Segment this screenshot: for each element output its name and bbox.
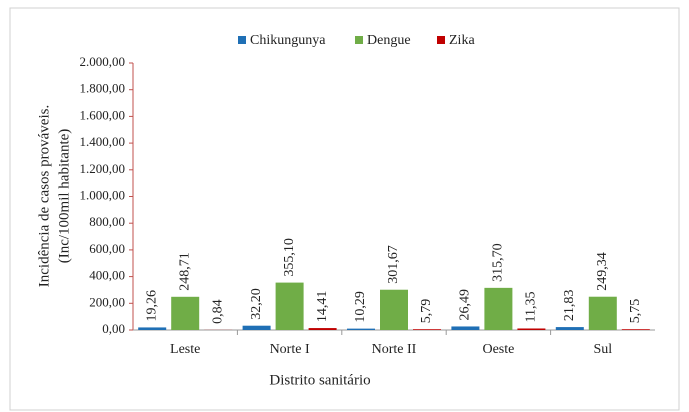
chart-frame bbox=[9, 7, 680, 411]
bar bbox=[413, 329, 441, 330]
y-tick-label: 200,00 bbox=[89, 294, 125, 309]
bar bbox=[242, 325, 271, 330]
y-axis-title: Incidência de casos prováveis. (Inc/100m… bbox=[36, 105, 72, 287]
y-axis-title-line: Incidência de casos prováveis. bbox=[36, 105, 52, 287]
y-axis-title-line: (Inc/100mil habitante) bbox=[56, 129, 72, 264]
bar bbox=[484, 287, 513, 330]
x-tick-label: Sul bbox=[593, 342, 612, 357]
value-label: 19,26 bbox=[144, 290, 159, 322]
value-label: 5,79 bbox=[419, 299, 434, 324]
y-tick-label: 0,00 bbox=[102, 321, 125, 336]
y-tick-label: 1.000,00 bbox=[80, 187, 126, 202]
value-label: 11,35 bbox=[524, 292, 539, 323]
legend-label: Chikungunya bbox=[250, 33, 326, 48]
value-label: 248,71 bbox=[177, 252, 192, 291]
bar bbox=[275, 282, 304, 330]
y-tick-label: 1.800,00 bbox=[80, 81, 126, 96]
y-tick-label: 1.600,00 bbox=[80, 107, 126, 122]
value-label: 26,49 bbox=[458, 289, 473, 321]
value-label: 355,10 bbox=[282, 238, 297, 277]
bar bbox=[347, 328, 375, 330]
value-label: 21,83 bbox=[562, 290, 577, 322]
legend-label: Dengue bbox=[367, 33, 411, 48]
bar bbox=[308, 328, 337, 330]
x-tick-label: Norte I bbox=[270, 342, 310, 357]
value-label: 315,70 bbox=[491, 243, 506, 282]
bar bbox=[380, 289, 408, 330]
x-tick-label: Oeste bbox=[482, 342, 514, 357]
bar bbox=[517, 328, 546, 330]
value-label: 0,84 bbox=[210, 299, 225, 324]
value-label: 5,75 bbox=[628, 299, 643, 324]
bar bbox=[171, 296, 200, 330]
legend-swatch bbox=[437, 36, 445, 44]
x-tick-label: Norte II bbox=[372, 342, 417, 357]
bar bbox=[451, 326, 480, 330]
y-tick-label: 1.400,00 bbox=[80, 134, 126, 149]
bar bbox=[588, 296, 617, 330]
bar bbox=[555, 327, 584, 330]
y-tick-label: 800,00 bbox=[89, 214, 125, 229]
x-axis-title: Distrito sanitário bbox=[269, 372, 370, 388]
value-label: 249,34 bbox=[595, 252, 610, 291]
legend-label: Zika bbox=[449, 33, 475, 48]
y-tick-label: 400,00 bbox=[89, 268, 125, 283]
x-tick-label: Leste bbox=[170, 342, 200, 357]
value-label: 301,67 bbox=[386, 245, 401, 284]
y-tick-label: 600,00 bbox=[89, 241, 125, 256]
bar bbox=[138, 327, 167, 330]
value-label: 32,20 bbox=[249, 288, 264, 320]
value-label: 10,29 bbox=[353, 291, 368, 323]
legend-swatch bbox=[355, 36, 363, 44]
y-tick-label: 1.200,00 bbox=[80, 161, 126, 176]
bar bbox=[621, 329, 650, 330]
y-tick-label: 2.000,00 bbox=[80, 54, 126, 69]
value-label: 14,41 bbox=[315, 291, 330, 323]
legend-swatch bbox=[238, 36, 246, 44]
